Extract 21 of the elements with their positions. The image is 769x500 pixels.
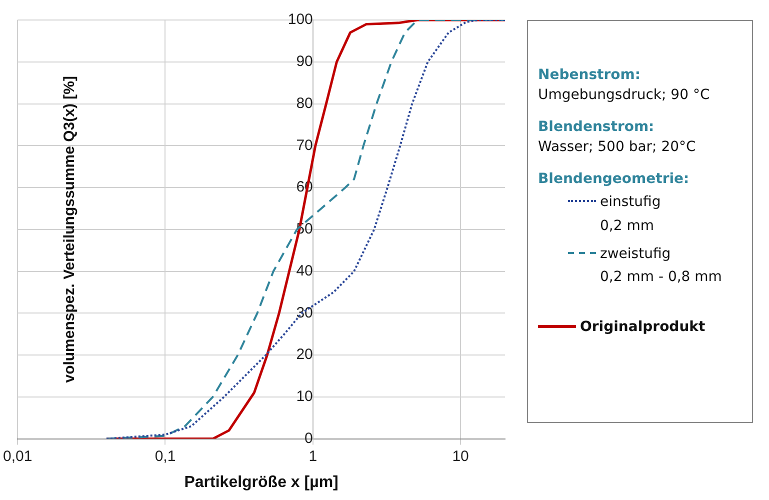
text: Blendenstrom: [538,119,656,135]
text: Wasser; 500 bar; 20°C [538,139,697,155]
text: Nebenstrom: [538,67,642,83]
y-tick-label: 70 [296,136,313,154]
x-tick-label: 0,01 [2,448,32,465]
y-tick-label: 100 [288,11,313,28]
x-tick-label: 10 [452,448,469,465]
x-tick-label: 0,1 [154,448,176,465]
x-tick-label: 1 [308,448,318,465]
y-tick-label: 20 [296,346,313,364]
legend-label: zweistufig 0,2 mm - 0,8 mm [600,244,722,288]
y-tick-label: 80 [296,94,313,112]
y-tick-label: 90 [296,53,313,70]
x-axis-title: Partikelgröße x [µm] [184,474,338,491]
y-tick-label: 40 [296,262,313,280]
text: Umgebungsdruck; 90 °C [538,87,711,103]
y-tick-label: 10 [296,388,313,406]
legend-label: Originalprodukt [580,318,706,338]
y-tick-label: 0 [304,430,313,447]
legend-title: Blendengeometrie: [538,171,690,187]
y-axis-title: volumenspez. Verteilungssumme Q3(x) [%] [61,76,78,383]
